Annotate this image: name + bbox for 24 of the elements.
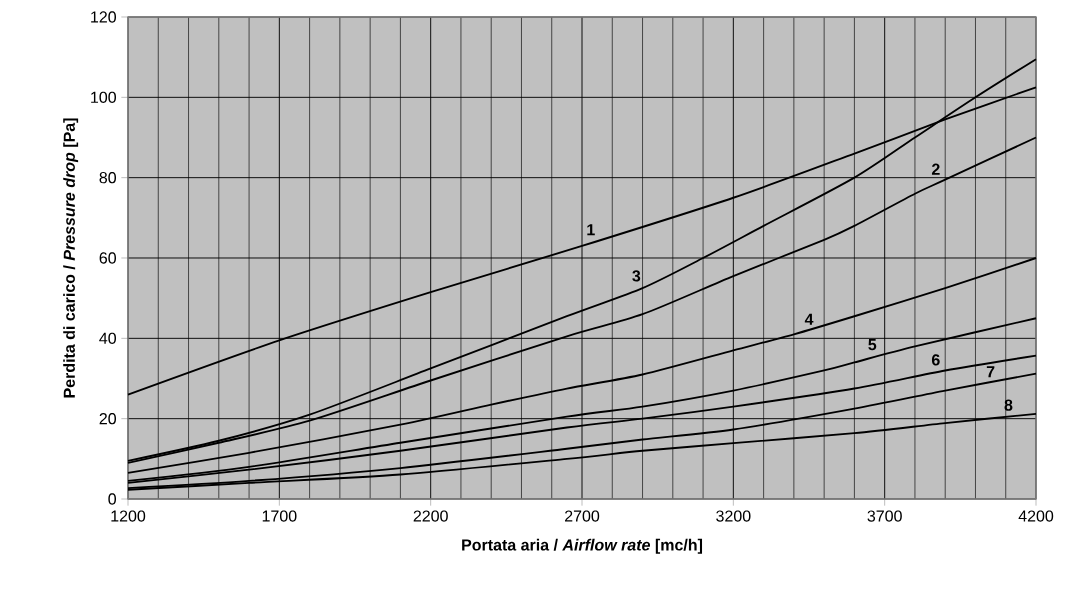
y-axis-title: Perdita di carico / Pressure drop [Pa] [63, 118, 79, 398]
x-tick-label: 3200 [716, 510, 751, 522]
series-label: 1 [587, 224, 595, 236]
x-tick-label: 1200 [111, 510, 146, 522]
y-tick-label: 80 [99, 172, 117, 184]
y-tick-label: 120 [91, 11, 117, 23]
series-label: 8 [1004, 399, 1013, 411]
y-tick-label: 40 [99, 332, 117, 344]
y-tick-label: 60 [99, 252, 117, 264]
x-tick-label: 2200 [413, 510, 448, 522]
x-tick-label: 4200 [1018, 510, 1054, 522]
x-tick-label: 2700 [565, 510, 600, 522]
y-tick-label: 0 [108, 493, 117, 505]
y-tick-label: 20 [99, 413, 117, 425]
series-label: 6 [931, 354, 940, 366]
x-axis-title: Portata aria / Airflow rate [mc/h] [462, 538, 703, 554]
series-label: 3 [632, 270, 641, 282]
series-label: 7 [986, 366, 995, 378]
series-label: 2 [931, 163, 940, 175]
y-tick-label: 100 [91, 91, 117, 103]
series-label: 5 [868, 339, 877, 351]
x-tick-label: 3700 [867, 510, 902, 522]
x-tick-label: 1700 [262, 510, 297, 522]
series-label: 4 [804, 313, 814, 325]
